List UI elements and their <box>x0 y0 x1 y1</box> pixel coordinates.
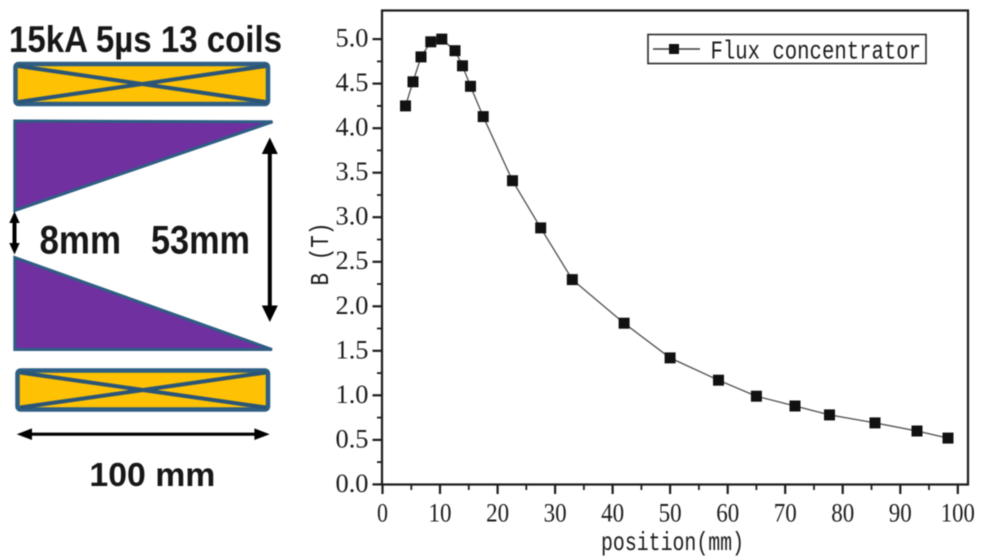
svg-text:4.0: 4.0 <box>336 112 369 142</box>
svg-text:8mm: 8mm <box>40 219 122 263</box>
svg-text:0.5: 0.5 <box>336 423 369 453</box>
svg-text:30: 30 <box>544 498 567 528</box>
svg-text:B (T): B (T) <box>306 223 336 286</box>
svg-text:position(mm): position(mm) <box>601 528 744 558</box>
svg-text:5.0: 5.0 <box>336 23 369 53</box>
svg-text:2.0: 2.0 <box>336 290 369 320</box>
svg-text:80: 80 <box>831 498 854 528</box>
svg-text:20: 20 <box>486 498 509 528</box>
svg-text:1.5: 1.5 <box>336 334 369 364</box>
svg-text:100 mm: 100 mm <box>89 456 215 493</box>
svg-text:50: 50 <box>659 498 682 528</box>
svg-text:2.5: 2.5 <box>336 245 369 275</box>
svg-text:100: 100 <box>941 498 975 528</box>
svg-text:0.0: 0.0 <box>336 468 369 498</box>
svg-text:0: 0 <box>377 498 388 528</box>
svg-text:1.0: 1.0 <box>336 379 369 409</box>
svg-text:53mm: 53mm <box>151 219 250 263</box>
svg-text:40: 40 <box>601 498 624 528</box>
svg-text:70: 70 <box>774 498 797 528</box>
svg-text:90: 90 <box>889 498 912 528</box>
svg-text:Flux concentrator: Flux concentrator <box>711 37 922 67</box>
svg-text:10: 10 <box>429 498 452 528</box>
svg-text:3.5: 3.5 <box>336 156 369 186</box>
svg-text:3.0: 3.0 <box>336 201 369 231</box>
svg-text:15kA 5µs 13 coils: 15kA 5µs 13 coils <box>9 19 282 60</box>
svg-text:60: 60 <box>716 498 739 528</box>
svg-text:4.5: 4.5 <box>336 67 369 97</box>
